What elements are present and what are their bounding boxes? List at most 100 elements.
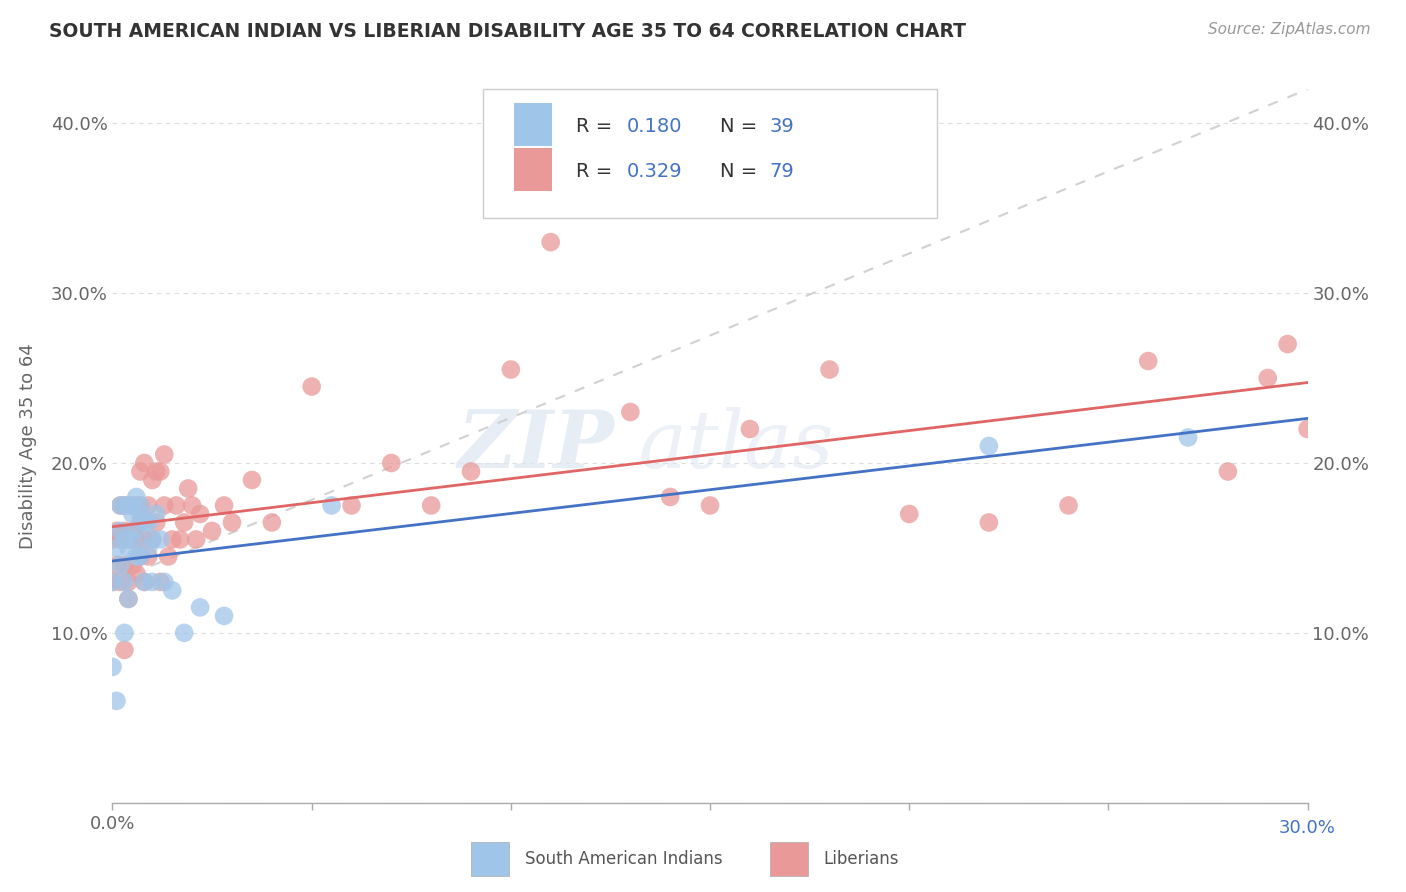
Point [1296, 422, 1319, 436]
Point [141, 574, 163, 589]
Point [141, 533, 163, 547]
Point [977, 439, 1000, 453]
Text: SOUTH AMERICAN INDIAN VS LIBERIAN DISABILITY AGE 35 TO 64 CORRELATION CHART: SOUTH AMERICAN INDIAN VS LIBERIAN DISABI… [49, 22, 966, 41]
Text: 79: 79 [770, 161, 794, 181]
Point [114, 643, 135, 657]
Point [117, 533, 139, 547]
Point [125, 566, 148, 581]
Y-axis label: Disability Age 35 to 64: Disability Age 35 to 64 [18, 343, 37, 549]
Point [114, 499, 135, 513]
Point [114, 558, 135, 572]
Point [162, 533, 183, 547]
Point [110, 533, 132, 547]
Point [125, 499, 148, 513]
Point [114, 533, 135, 547]
Point [129, 549, 152, 564]
Point [129, 465, 152, 479]
Point [201, 524, 224, 538]
Point [699, 499, 721, 513]
Point [134, 516, 156, 530]
Point [1216, 465, 1239, 479]
Point [1396, 371, 1406, 385]
Point [659, 490, 682, 504]
Point [153, 448, 176, 462]
Point [117, 574, 139, 589]
Point [157, 549, 180, 564]
Point [105, 524, 128, 538]
Point [101, 574, 124, 589]
Point [121, 507, 143, 521]
Point [101, 574, 124, 589]
Point [1357, 371, 1379, 385]
Point [138, 541, 160, 555]
Point [738, 422, 761, 436]
Point [165, 499, 187, 513]
Point [134, 574, 156, 589]
Point [138, 549, 160, 564]
Point [114, 574, 135, 589]
Point [110, 524, 132, 538]
Point [121, 558, 143, 572]
Point [121, 499, 143, 513]
Point [619, 405, 641, 419]
Point [153, 499, 176, 513]
Point [134, 533, 156, 547]
Point [129, 507, 152, 521]
FancyBboxPatch shape [471, 842, 509, 876]
Point [129, 516, 152, 530]
Point [121, 499, 143, 513]
Point [117, 591, 139, 606]
Text: atlas: atlas [638, 408, 834, 484]
Text: N =: N = [720, 117, 763, 136]
Point [898, 507, 921, 521]
Point [181, 499, 204, 513]
Point [186, 533, 208, 547]
Text: ZIP: ZIP [457, 408, 614, 484]
Point [110, 558, 132, 572]
Point [1177, 430, 1199, 444]
Point [173, 626, 195, 640]
Point [153, 574, 176, 589]
Point [129, 549, 152, 564]
Point [212, 499, 235, 513]
Point [1316, 430, 1339, 444]
Point [818, 362, 841, 376]
Point [105, 541, 128, 555]
Point [110, 499, 132, 513]
Text: R =: R = [576, 161, 619, 181]
Point [420, 499, 443, 513]
Point [141, 473, 163, 487]
Point [977, 516, 1000, 530]
Point [129, 499, 152, 513]
Point [105, 694, 128, 708]
Point [125, 549, 148, 564]
Point [149, 574, 172, 589]
Point [177, 482, 200, 496]
Point [260, 516, 283, 530]
Text: Liberians: Liberians [824, 850, 898, 868]
Point [125, 490, 148, 504]
Text: 0.180: 0.180 [627, 117, 682, 136]
Point [145, 516, 167, 530]
Point [117, 499, 139, 513]
FancyBboxPatch shape [770, 842, 808, 876]
FancyBboxPatch shape [515, 103, 553, 146]
Point [121, 524, 143, 538]
Point [212, 608, 235, 623]
Point [110, 574, 132, 589]
Point [117, 541, 139, 555]
Point [110, 499, 132, 513]
Point [162, 583, 183, 598]
Point [540, 235, 562, 249]
Point [141, 533, 163, 547]
Point [321, 499, 343, 513]
Text: South American Indians: South American Indians [524, 850, 723, 868]
Point [149, 533, 172, 547]
Point [149, 465, 172, 479]
Point [134, 574, 156, 589]
Point [579, 201, 602, 215]
Text: 30.0%: 30.0% [1279, 820, 1336, 838]
Point [138, 516, 160, 530]
Text: Source: ZipAtlas.com: Source: ZipAtlas.com [1208, 22, 1371, 37]
Point [499, 362, 522, 376]
